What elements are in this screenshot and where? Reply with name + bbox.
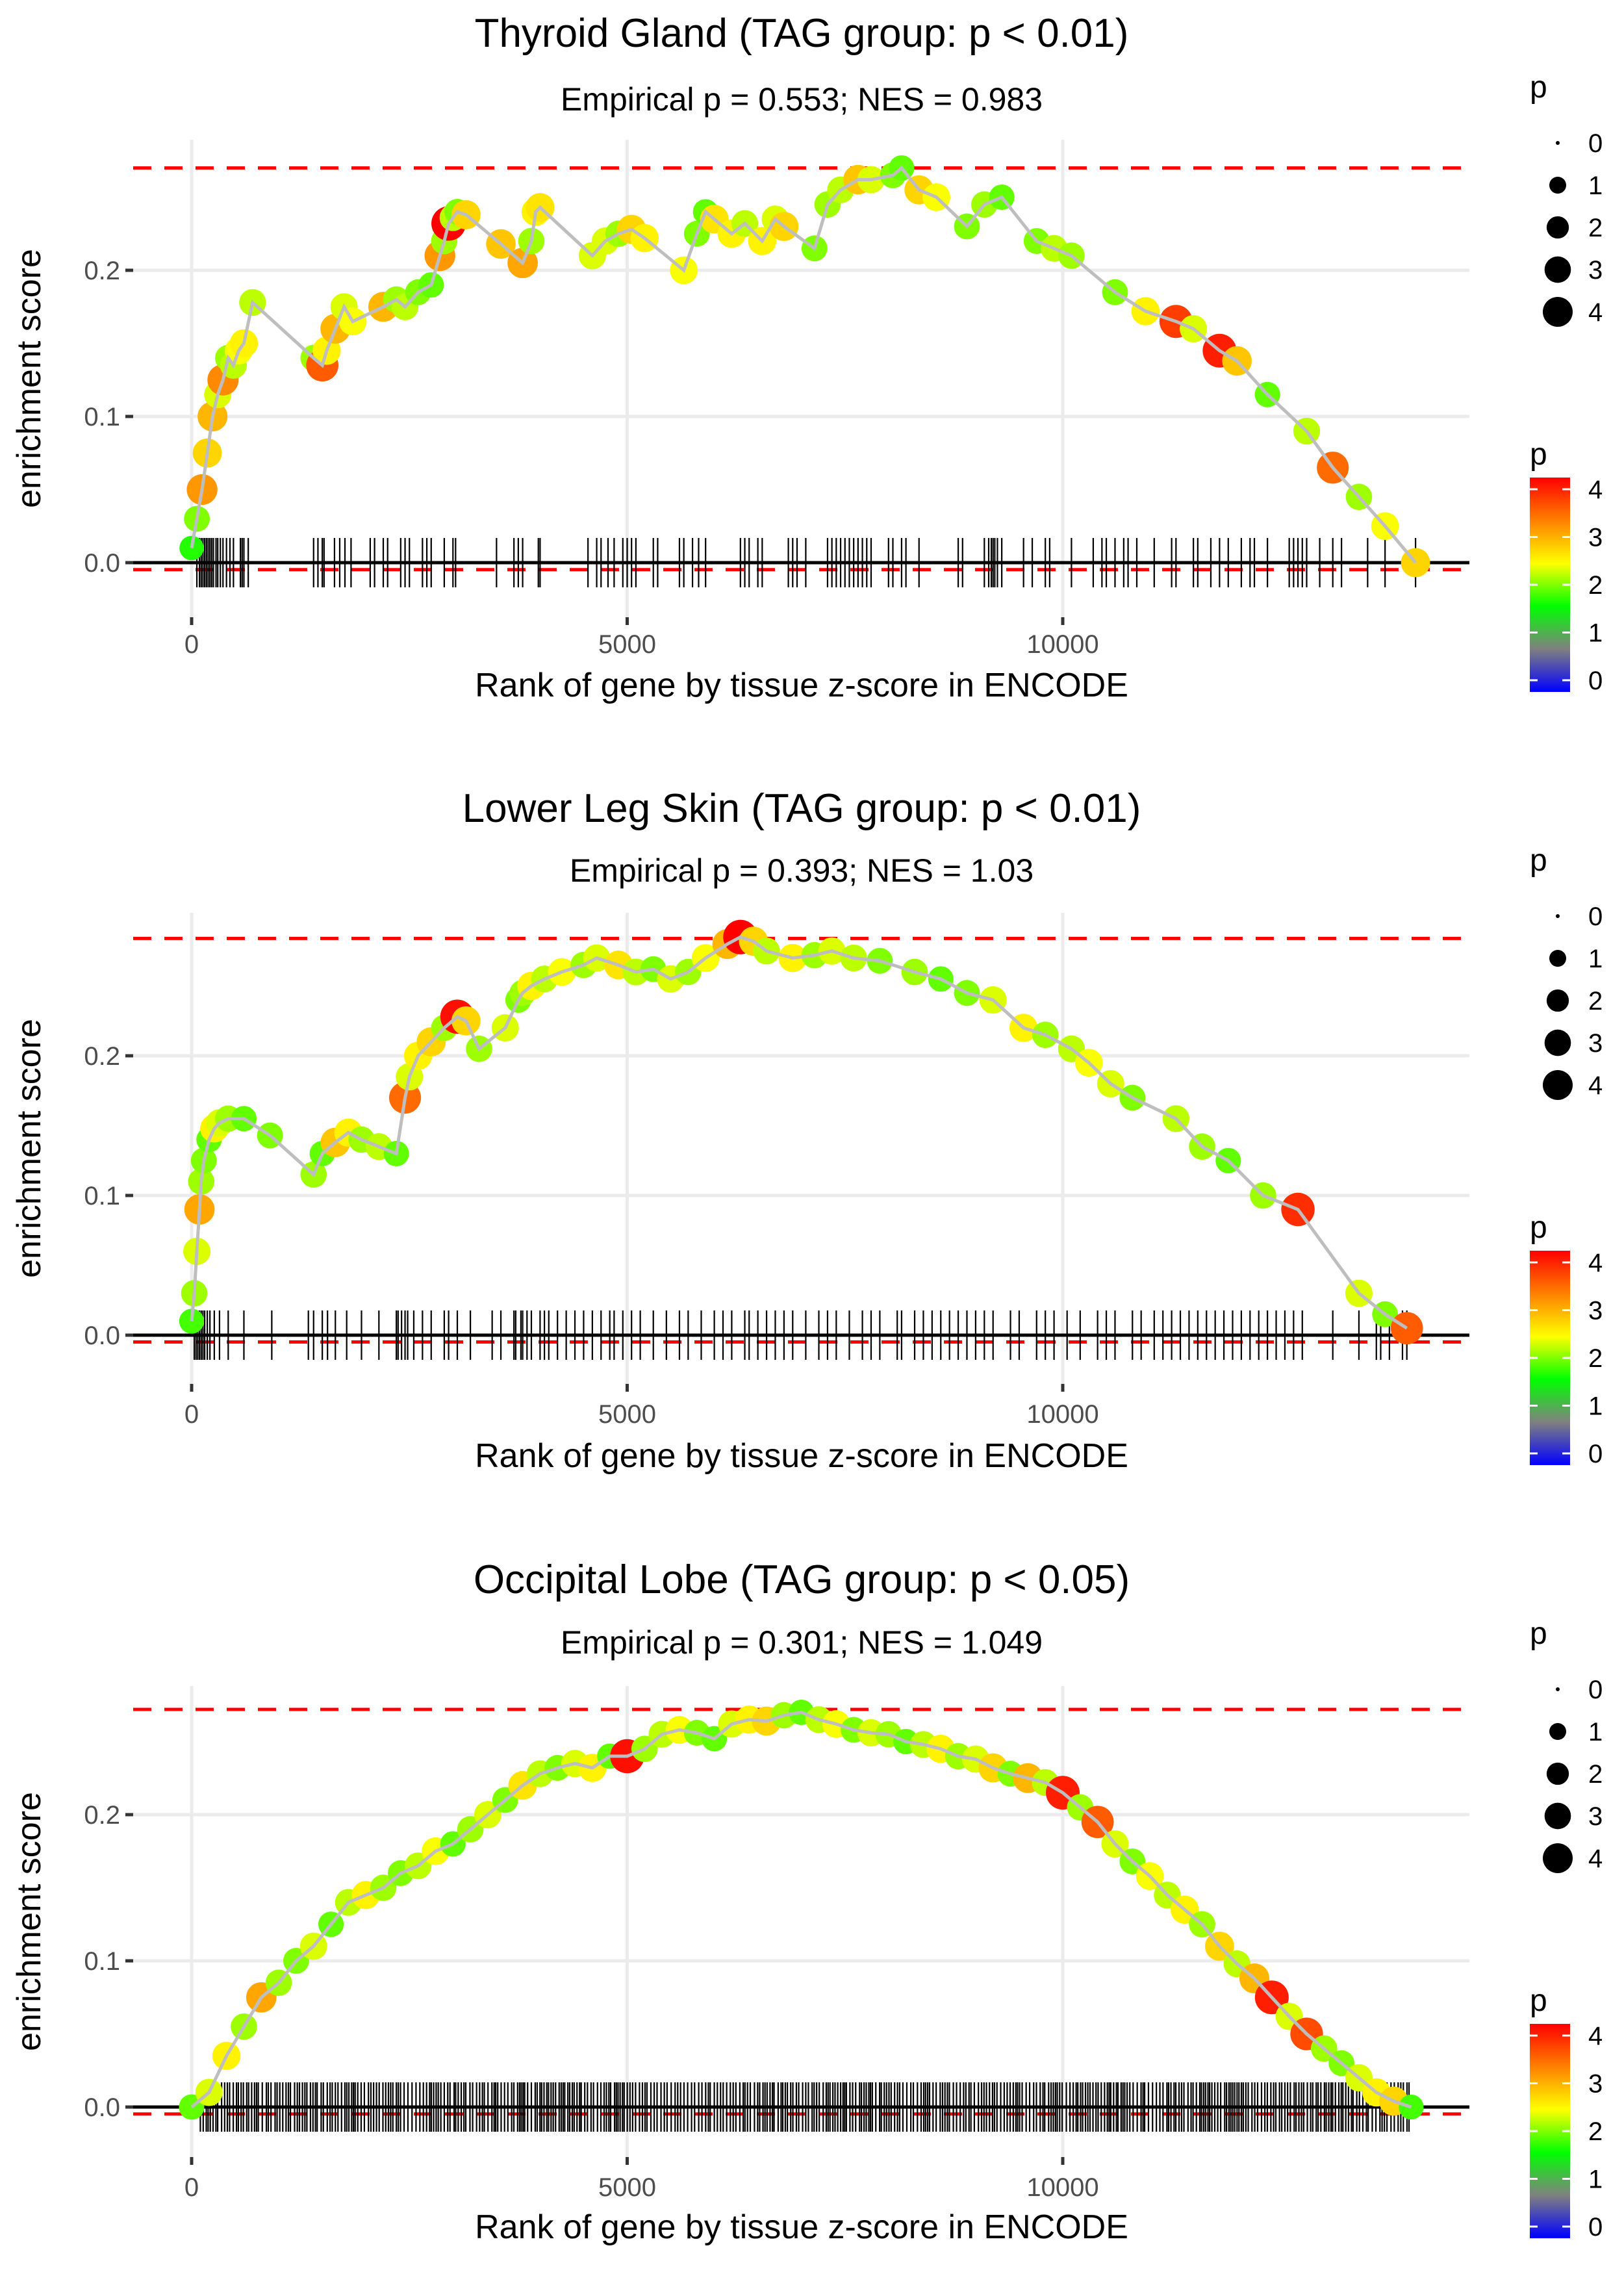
y-tick-label: 0.1 xyxy=(84,1947,120,1976)
size-legend-label: 0 xyxy=(1588,902,1603,931)
color-legend-title: p xyxy=(1530,1984,1547,2018)
size-legend-label: 0 xyxy=(1588,129,1603,158)
x-tick-label: 5000 xyxy=(598,1400,656,1429)
chart-subtitle: Empirical p = 0.553; NES = 0.983 xyxy=(561,81,1043,118)
size-legend-key xyxy=(1543,297,1573,327)
x-tick-label: 10000 xyxy=(1026,2173,1098,2202)
size-legend-key xyxy=(1546,1762,1569,1785)
color-legend: p 4 3 2 1 0 xyxy=(1530,437,1603,695)
chart-panel-3: Occipital Lobe (TAG group: p < 0.05) Empi… xyxy=(10,1557,1603,2246)
chart-subtitle: Empirical p = 0.301; NES = 1.049 xyxy=(561,1624,1043,1661)
size-legend-key xyxy=(1546,216,1569,239)
x-axis-label: Rank of gene by tissue z-score in ENCODE xyxy=(475,667,1128,704)
x-tick-label: 0 xyxy=(184,2173,199,2202)
size-legend-label: 1 xyxy=(1588,1718,1603,1746)
color-legend-label: 1 xyxy=(1588,1392,1603,1421)
x-tick-label: 5000 xyxy=(598,630,656,659)
size-legend-label: 1 xyxy=(1588,172,1603,200)
size-legend-label: 1 xyxy=(1588,945,1603,973)
color-legend-label: 2 xyxy=(1588,1344,1603,1373)
size-legend-key xyxy=(1556,914,1560,918)
y-tick-label: 0.2 xyxy=(84,1801,120,1830)
size-legend: p 0 1 2 3 4 xyxy=(1530,70,1603,327)
color-legend-label: 2 xyxy=(1588,571,1603,600)
size-legend-title: p xyxy=(1530,1616,1547,1651)
color-legend-title: p xyxy=(1530,437,1547,472)
chart-title: Thyroid Gland (TAG group: p < 0.01) xyxy=(475,11,1129,56)
y-axis-label: enrichment score xyxy=(10,1019,48,1278)
x-tick-label: 10000 xyxy=(1026,1400,1098,1429)
y-tick-label: 0.1 xyxy=(84,403,120,431)
chart-panel-2: Lower Leg Skin (TAG group: p < 0.01) Empi… xyxy=(10,786,1603,1475)
size-legend: p 0 1 2 3 4 xyxy=(1530,1616,1603,1873)
size-legend-label: 4 xyxy=(1588,1845,1603,1873)
size-legend-label: 3 xyxy=(1588,256,1603,285)
x-axis-label: Rank of gene by tissue z-score in ENCODE xyxy=(475,1437,1128,1475)
color-legend: p 4 3 2 1 0 xyxy=(1530,1984,1603,2242)
color-legend-label: 4 xyxy=(1588,2022,1603,2050)
color-legend-label: 0 xyxy=(1588,667,1603,695)
color-legend-label: 4 xyxy=(1588,476,1603,504)
chart-subtitle: Empirical p = 0.393; NES = 1.03 xyxy=(570,852,1034,889)
x-tick-label: 10000 xyxy=(1026,630,1098,659)
y-tick-label: 0.0 xyxy=(84,549,120,578)
y-axis-label: enrichment score xyxy=(10,1792,48,2051)
chart-title: Occipital Lobe (TAG group: p < 0.05) xyxy=(474,1557,1130,1602)
es-points xyxy=(179,1699,1424,2120)
size-legend-label: 2 xyxy=(1588,214,1603,242)
size-legend-title: p xyxy=(1530,70,1547,105)
y-tick-label: 0.2 xyxy=(84,257,120,285)
size-legend-key xyxy=(1544,256,1571,283)
es-points xyxy=(179,919,1423,1345)
color-legend-label: 2 xyxy=(1588,2117,1603,2146)
size-legend-key xyxy=(1544,1802,1571,1830)
es-line xyxy=(190,1710,1412,2109)
x-tick-label: 5000 xyxy=(598,2173,656,2202)
size-legend-key xyxy=(1546,989,1569,1012)
x-tick-label: 0 xyxy=(184,630,199,659)
color-legend-label: 3 xyxy=(1588,524,1603,552)
color-legend-label: 0 xyxy=(1588,2213,1603,2242)
size-legend-label: 2 xyxy=(1588,987,1603,1016)
es-line xyxy=(190,935,1408,1330)
color-legend-label: 3 xyxy=(1588,2070,1603,2099)
size-legend-label: 4 xyxy=(1588,298,1603,327)
color-legend-label: 1 xyxy=(1588,619,1603,648)
chart-title: Lower Leg Skin (TAG group: p < 0.01) xyxy=(463,786,1141,831)
size-legend-label: 2 xyxy=(1588,1760,1603,1789)
color-legend-label: 1 xyxy=(1588,2165,1603,2194)
size-legend-key xyxy=(1556,141,1560,145)
size-legend-title: p xyxy=(1530,843,1547,878)
size-legend-label: 3 xyxy=(1588,1029,1603,1058)
y-axis-label: enrichment score xyxy=(10,249,48,508)
size-legend-label: 4 xyxy=(1588,1071,1603,1100)
x-axis-label: Rank of gene by tissue z-score in ENCODE xyxy=(475,2208,1128,2246)
chart-panel-1: Thyroid Gland (TAG group: p < 0.01) Empir… xyxy=(10,11,1603,704)
color-legend-label: 3 xyxy=(1588,1297,1603,1325)
y-tick-label: 0.2 xyxy=(84,1042,120,1071)
y-tick-label: 0.0 xyxy=(84,2093,120,2122)
size-legend-label: 3 xyxy=(1588,1802,1603,1831)
size-legend-key xyxy=(1549,1723,1566,1740)
size-legend-label: 0 xyxy=(1588,1676,1603,1704)
color-legend-title: p xyxy=(1530,1210,1547,1245)
y-tick-label: 0.1 xyxy=(84,1182,120,1210)
es-line xyxy=(190,165,1417,564)
size-legend-key xyxy=(1556,1687,1560,1691)
size-legend-key xyxy=(1549,177,1566,194)
color-legend-label: 4 xyxy=(1588,1249,1603,1277)
size-legend: p 0 1 2 3 4 xyxy=(1530,843,1603,1100)
color-legend-label: 0 xyxy=(1588,1440,1603,1468)
color-legend: p 4 3 2 1 0 xyxy=(1530,1210,1603,1468)
x-tick-label: 0 xyxy=(184,1400,199,1429)
size-legend-key xyxy=(1543,1843,1573,1873)
size-legend-key xyxy=(1549,950,1566,967)
size-legend-key xyxy=(1544,1029,1571,1056)
size-legend-key xyxy=(1543,1070,1573,1100)
y-tick-label: 0.0 xyxy=(84,1322,120,1350)
